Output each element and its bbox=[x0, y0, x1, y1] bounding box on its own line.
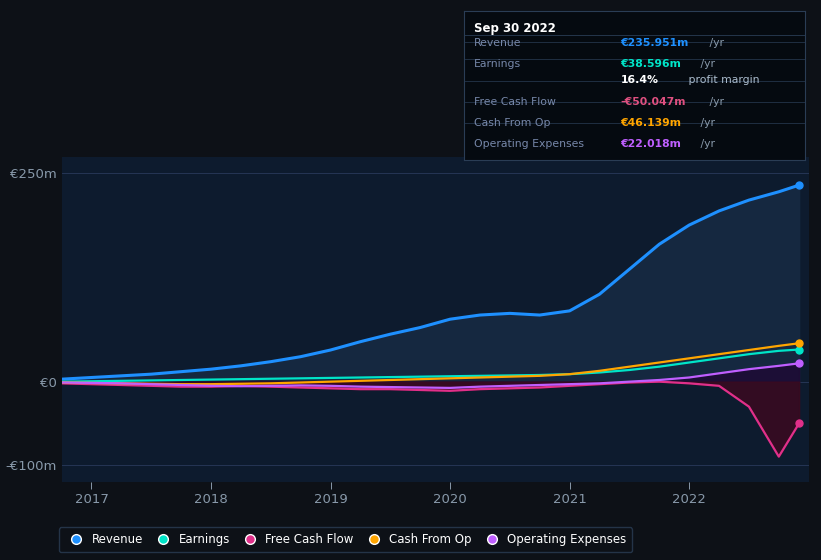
Text: /yr: /yr bbox=[706, 38, 724, 48]
Text: Free Cash Flow: Free Cash Flow bbox=[474, 97, 556, 108]
Text: Operating Expenses: Operating Expenses bbox=[474, 139, 584, 149]
Text: -€50.047m: -€50.047m bbox=[621, 97, 686, 108]
Text: Earnings: Earnings bbox=[474, 59, 521, 69]
Text: €46.139m: €46.139m bbox=[621, 118, 681, 128]
Text: €235.951m: €235.951m bbox=[621, 38, 689, 48]
Text: 16.4%: 16.4% bbox=[621, 75, 658, 85]
Text: /yr: /yr bbox=[697, 59, 715, 69]
Legend: Revenue, Earnings, Free Cash Flow, Cash From Op, Operating Expenses: Revenue, Earnings, Free Cash Flow, Cash … bbox=[59, 527, 632, 552]
Text: Cash From Op: Cash From Op bbox=[474, 118, 551, 128]
Text: €22.018m: €22.018m bbox=[621, 139, 681, 149]
Text: profit margin: profit margin bbox=[686, 75, 759, 85]
Text: Revenue: Revenue bbox=[474, 38, 521, 48]
Text: /yr: /yr bbox=[706, 97, 724, 108]
Text: /yr: /yr bbox=[697, 118, 715, 128]
Text: /yr: /yr bbox=[697, 139, 715, 149]
Text: Sep 30 2022: Sep 30 2022 bbox=[474, 22, 556, 35]
Text: €38.596m: €38.596m bbox=[621, 59, 681, 69]
